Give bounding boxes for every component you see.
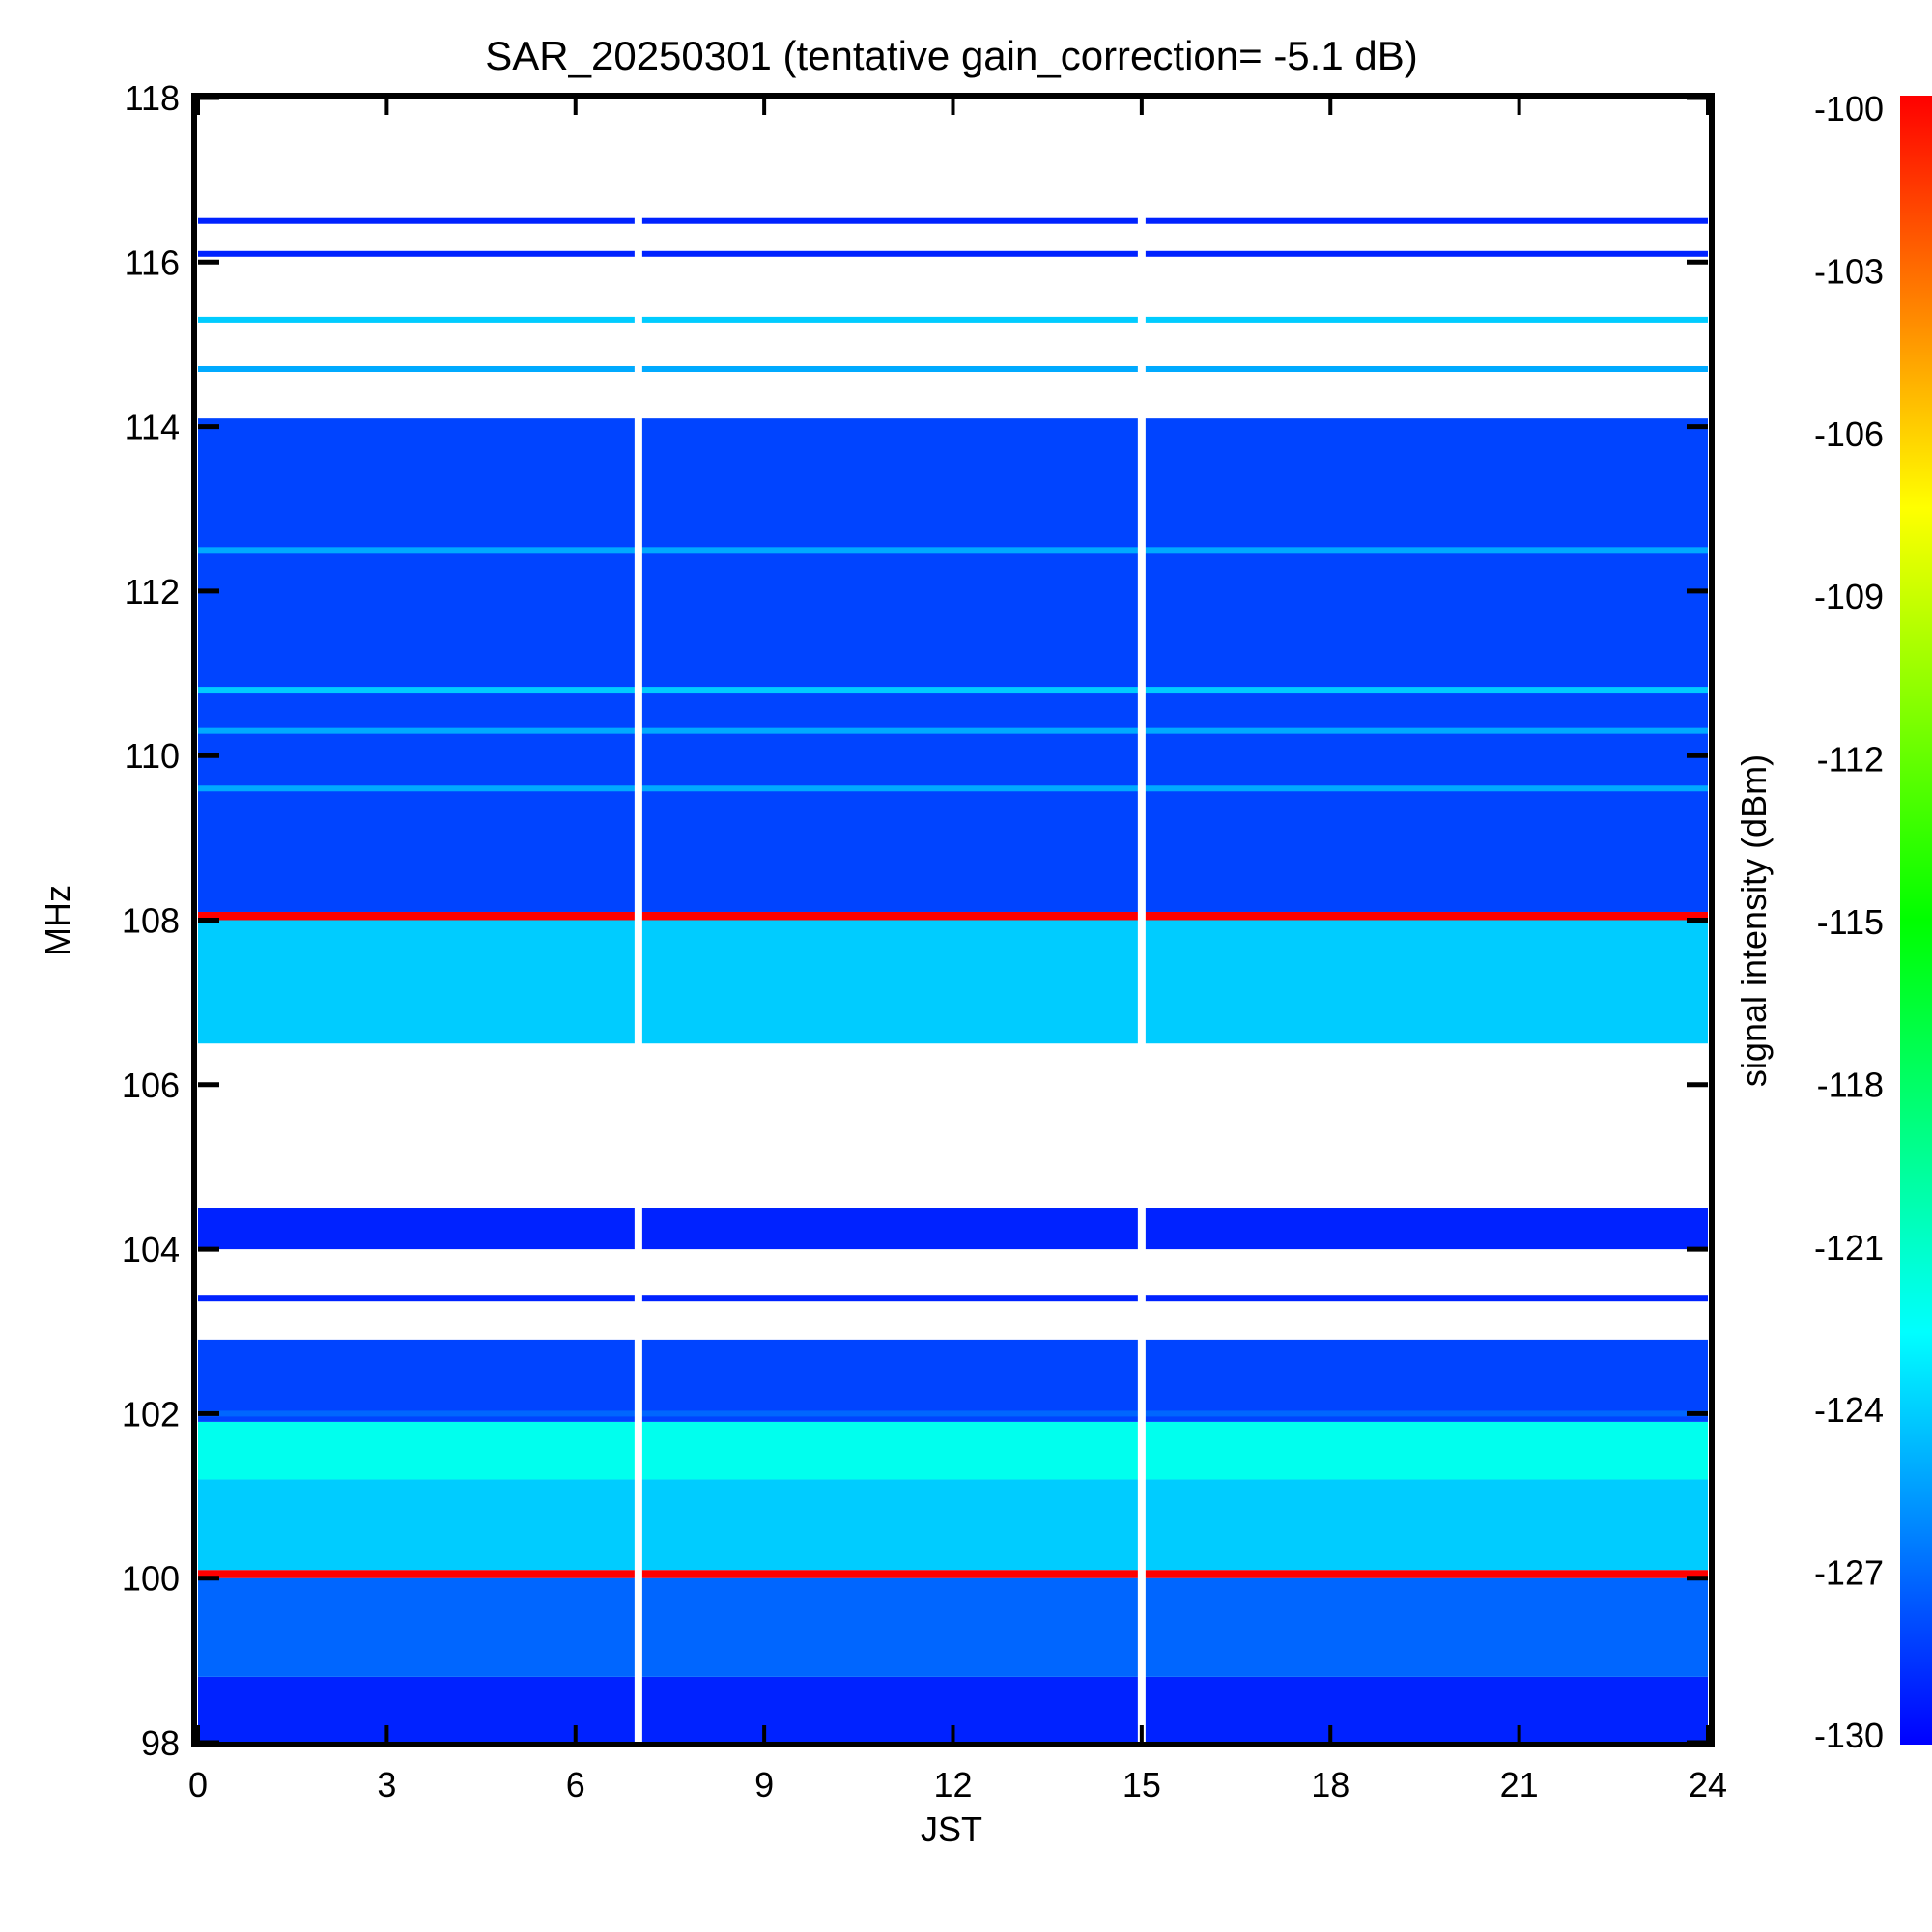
- y-tick-label: 108: [122, 901, 180, 941]
- colorbar-tick-label: -124: [1814, 1390, 1884, 1430]
- y-axis-label: MHz: [38, 885, 77, 956]
- steady-signal-line: [198, 687, 1708, 694]
- chart-title: SAR_20250301 (tentative gain_correction=…: [485, 33, 1417, 78]
- y-tick-label: 104: [122, 1230, 180, 1269]
- steady-signal-line: [198, 1410, 1708, 1417]
- frequency-band: [198, 1043, 1708, 1208]
- steady-signal-line: [198, 217, 1708, 224]
- frequency-band: [198, 1208, 1708, 1250]
- x-tick-label: 0: [188, 1765, 208, 1804]
- x-tick-label: 15: [1122, 1765, 1161, 1804]
- steady-signal-line: [198, 316, 1708, 323]
- x-tick-label: 24: [1689, 1765, 1727, 1804]
- colorbar-tick-label: -121: [1814, 1228, 1884, 1267]
- x-tick-label: 3: [377, 1765, 396, 1804]
- y-tick-label: 114: [125, 408, 180, 447]
- x-tick-label: 6: [566, 1765, 585, 1804]
- steady-signal-line: [198, 250, 1708, 257]
- colorbar-tick-label: -118: [1817, 1065, 1884, 1104]
- colorbar-tick-label: -115: [1817, 902, 1884, 942]
- frequency-band: [198, 920, 1708, 1044]
- colorbar-tick-label: -103: [1814, 251, 1884, 291]
- steady-signal-line: [198, 365, 1708, 372]
- colorbar-tick-label: -130: [1814, 1716, 1884, 1755]
- colorbar-tick-label: -112: [1817, 740, 1884, 780]
- y-tick-label: 100: [122, 1559, 180, 1599]
- colorbar-label: signal intensity (dBm): [1734, 754, 1774, 1087]
- y-tick-label: 98: [141, 1723, 180, 1763]
- data-gap: [634, 98, 642, 1743]
- colorbar: -100 -103 -106 -109 -112 -115 -118 -121 -124 -127…: [1814, 89, 1932, 1755]
- x-tick-label: 21: [1500, 1765, 1539, 1804]
- steady-signal-line: [198, 547, 1708, 554]
- frequency-band: [198, 1577, 1708, 1677]
- colorbar-strip: [1900, 96, 1932, 1745]
- y-tick-label: 106: [122, 1065, 180, 1105]
- steady-signal-line: [198, 727, 1708, 734]
- data-gap: [1137, 98, 1146, 1743]
- x-tick-label: 12: [933, 1765, 972, 1804]
- y-tick-label: 110: [125, 736, 180, 776]
- frequency-band: [198, 1249, 1708, 1340]
- plot-area: [198, 98, 1708, 1743]
- colorbar-ticks: -100 -103 -106 -109 -112 -115 -118 -121 -124 -127…: [1814, 89, 1884, 1755]
- x-axis: 0 3 6 9 12 15 18 21 24: [188, 98, 1727, 1804]
- frequency-bands-layer: [198, 98, 1708, 1743]
- colorbar-tick-label: -109: [1814, 577, 1884, 616]
- steady-signal-line: [198, 785, 1708, 792]
- frequency-band: [198, 1479, 1708, 1571]
- y-tick-label: 112: [125, 572, 180, 611]
- frequency-band: [198, 1339, 1708, 1422]
- steady-signal-line: [198, 1571, 1708, 1577]
- frequency-band: [198, 418, 1708, 912]
- y-tick-label: 116: [125, 242, 180, 282]
- frequency-band: [198, 1421, 1708, 1480]
- x-tick-label: 18: [1311, 1765, 1350, 1804]
- x-tick-label: 9: [754, 1765, 774, 1804]
- plot-frame: [191, 93, 1715, 1747]
- colorbar-tick-label: -100: [1814, 89, 1884, 128]
- colorbar-tick-label: -127: [1814, 1553, 1884, 1593]
- colorbar-tick-label: -106: [1814, 414, 1884, 454]
- y-tick-label: 102: [122, 1394, 180, 1434]
- frequency-band: [198, 98, 1708, 419]
- steady-lines-layer: [198, 217, 1708, 1577]
- y-axis: 118 116 114 112 110 108 106 104 102 100 98: [122, 78, 1708, 1763]
- data-gaps-layer: [634, 98, 1146, 1743]
- y-tick-label: 118: [125, 78, 180, 118]
- x-axis-label: JST: [921, 1809, 982, 1849]
- steady-signal-line: [198, 1295, 1708, 1302]
- steady-signal-line: [198, 913, 1708, 920]
